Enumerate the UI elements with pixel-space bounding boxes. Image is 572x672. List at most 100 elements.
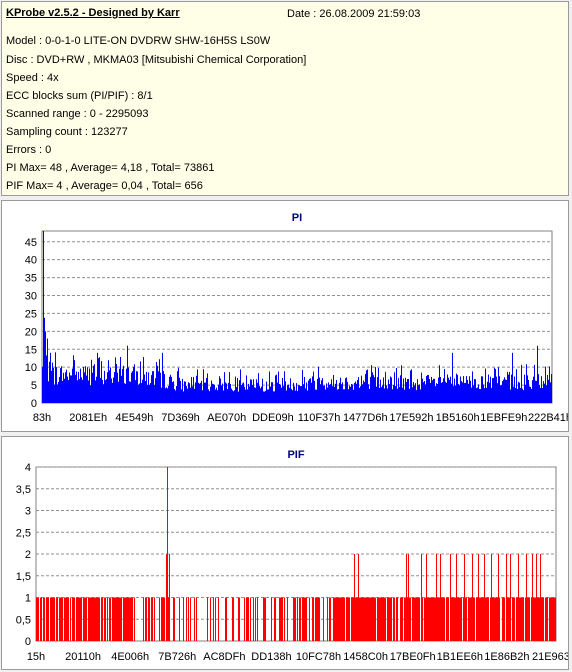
pi-bar <box>490 376 491 403</box>
pi-bar <box>506 379 507 403</box>
pif-bar <box>520 597 521 641</box>
pif-bar <box>247 597 248 641</box>
pif-bar <box>407 597 408 641</box>
pi-bar <box>171 376 172 403</box>
pif-bar <box>415 597 416 641</box>
pi-bar <box>137 371 138 403</box>
pi-bar <box>207 373 208 403</box>
pif-bar <box>543 597 544 641</box>
pi-bar <box>353 389 354 403</box>
pi-bar <box>396 368 397 403</box>
pi-bar <box>53 367 54 403</box>
pi-bar <box>67 376 68 403</box>
pi-bar <box>524 374 525 403</box>
pi-chart-title: PI <box>292 212 302 224</box>
pif-bar <box>366 597 367 641</box>
pi-chart-panel: PI 0 5 10 15 20 25 30 35 40 45 83h 2081Eh 4E549h 7D369… <box>1 200 569 432</box>
pi-bar <box>252 385 253 403</box>
pi-bar <box>357 380 358 403</box>
pi-bar <box>326 383 327 403</box>
pif-bar <box>461 597 462 641</box>
pi-bar <box>441 382 442 403</box>
pi-bar <box>246 375 247 403</box>
pif-bar <box>504 597 505 641</box>
pi-bar <box>225 382 226 403</box>
pif-bar <box>487 597 488 641</box>
pif-bar <box>443 597 444 641</box>
pif-bar <box>404 597 405 641</box>
pif-bar <box>428 597 429 641</box>
pi-bar <box>48 381 49 403</box>
pif-bar <box>453 597 454 641</box>
pif-bar <box>444 597 445 641</box>
pif-bar <box>454 597 455 641</box>
pi-bar <box>156 362 157 403</box>
pif-bar <box>154 597 155 641</box>
pi-bar <box>407 379 408 403</box>
pi-bar <box>475 379 476 403</box>
pif-bar <box>343 597 344 641</box>
pi-bar <box>125 383 126 403</box>
pi-bar <box>386 385 387 403</box>
pif-bar <box>427 597 428 641</box>
pi-bar <box>300 386 301 403</box>
pif-bar <box>466 597 467 641</box>
pi-bar <box>302 369 303 403</box>
pi-bar <box>148 372 149 403</box>
pi-bar <box>55 352 56 403</box>
pi-bar <box>426 376 427 403</box>
pif-bar <box>527 597 528 641</box>
pif-bar <box>334 597 335 641</box>
pi-bar <box>120 357 121 403</box>
pi-bar <box>504 377 505 403</box>
pi-bar <box>222 383 223 403</box>
pi-bar <box>131 372 132 403</box>
pif-bar <box>510 554 511 641</box>
pif-bar <box>57 597 58 641</box>
pif-bar <box>551 597 552 641</box>
pif-bar <box>369 597 370 641</box>
pif-bar <box>433 597 434 641</box>
pif-bar <box>496 597 497 641</box>
pi-bar <box>437 383 438 403</box>
pi-bar <box>201 380 202 403</box>
pif-chart: PIF 0 0,5 1 1,5 2 2,5 3 3,5 4 15h 20110h 4E006h 7B726… <box>16 449 568 663</box>
pif-bar <box>302 597 303 641</box>
pif-bar <box>264 597 265 641</box>
pi-bar <box>363 380 364 403</box>
pi-bar <box>43 231 44 403</box>
pi-bar <box>151 375 152 403</box>
pif-bar <box>166 554 167 641</box>
pi-bar <box>545 366 546 403</box>
pif-bar <box>128 597 129 641</box>
pi-bar <box>170 374 171 403</box>
pif-bar <box>354 554 355 641</box>
pif-bar <box>40 597 41 641</box>
pif-bar <box>503 597 504 641</box>
pi-bar <box>68 380 69 403</box>
pi-bar <box>176 385 177 403</box>
pif-bar <box>518 554 519 641</box>
pi-bar <box>44 317 45 403</box>
pi-bar <box>361 375 362 403</box>
pif-x-tick-label: AC8DFh <box>203 651 245 663</box>
pif-bar <box>329 597 330 641</box>
pi-bar <box>307 390 308 403</box>
pi-bar <box>47 338 48 403</box>
pi-bar <box>94 364 95 403</box>
pif-bar <box>519 597 520 641</box>
pif-bar <box>514 597 515 641</box>
pi-bar <box>103 384 104 403</box>
pi-bar <box>415 383 416 403</box>
pif-bar <box>89 597 90 641</box>
pi-bar <box>495 368 496 403</box>
pif-bar <box>90 597 91 641</box>
pi-bar <box>192 386 193 403</box>
pif-bar <box>463 597 464 641</box>
pi-bar <box>334 386 335 403</box>
pi-bar <box>359 387 360 403</box>
pi-bar <box>128 367 129 403</box>
pif-bar <box>250 597 251 641</box>
pif-bar <box>213 597 214 641</box>
pi-bar <box>69 372 70 403</box>
